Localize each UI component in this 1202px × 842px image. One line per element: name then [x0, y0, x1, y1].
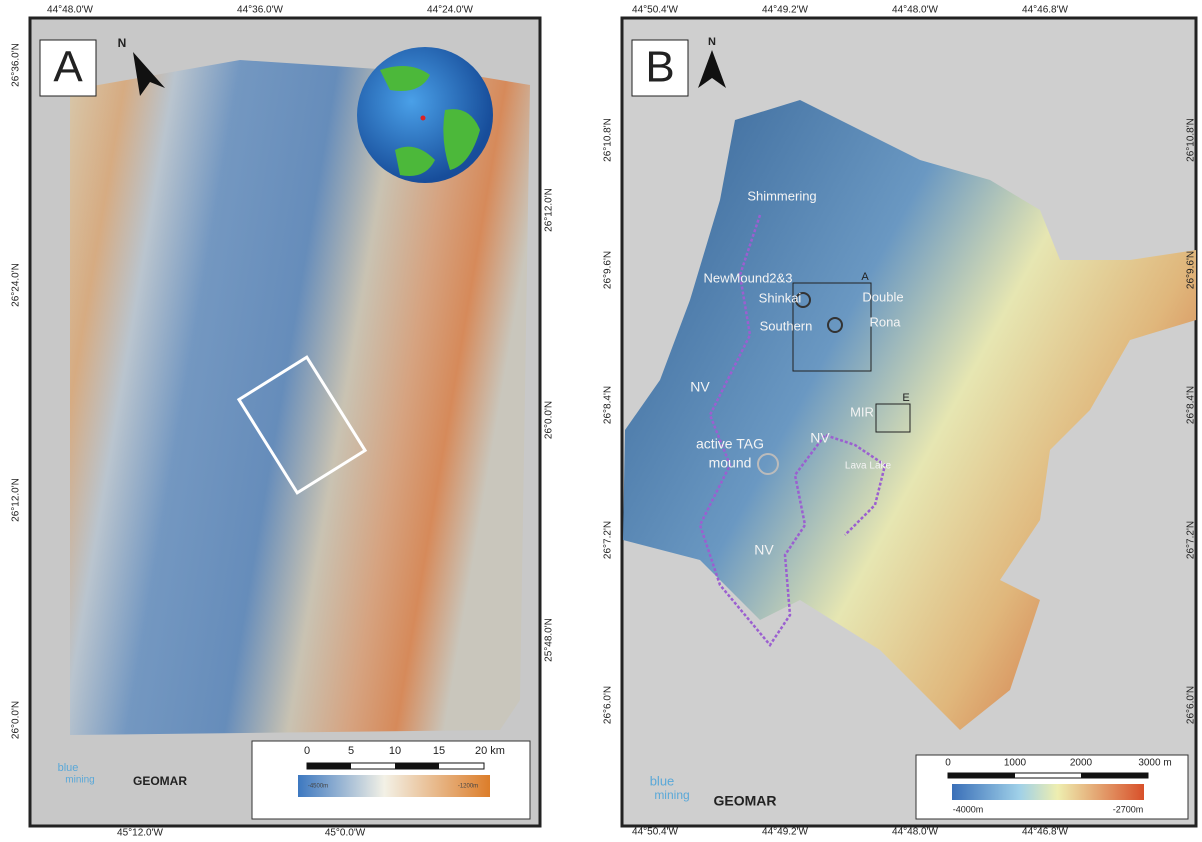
lat-tick: 26°6.0'N	[603, 686, 614, 724]
site-label: active TAG	[696, 436, 764, 452]
lon-tick: 44°24.0'W	[427, 5, 473, 16]
logo: GEOMAR	[714, 793, 777, 809]
lat-tick: 26°9.6'N	[1186, 251, 1197, 289]
logo: mining	[65, 775, 94, 786]
scale-label: 20 km	[475, 745, 505, 757]
site-label: Rona	[869, 314, 901, 329]
lon-tick: 44°48.0'W	[892, 5, 938, 16]
lon-tick: 44°49.2'W	[762, 827, 808, 838]
lat-tick: 26°0.0'N	[11, 701, 22, 739]
site-label: Shimmering	[747, 188, 816, 203]
scale-label: 5	[348, 745, 354, 757]
lat-tick: 26°10.8'N	[1186, 118, 1197, 162]
scale-bar-seg	[395, 763, 439, 769]
colorbar-label: -2700m	[1113, 804, 1144, 814]
lat-tick: 26°7.2'N	[603, 521, 614, 559]
colorbar-label: -4500m	[308, 784, 328, 790]
site-label: A	[861, 271, 869, 283]
scale-bar-seg	[1081, 773, 1148, 778]
lon-tick: 44°48.0'W	[892, 827, 938, 838]
lon-tick: 44°49.2'W	[762, 5, 808, 16]
site-label: NewMound2&3	[704, 270, 793, 285]
site-label: Southern	[760, 318, 813, 333]
logo: mining	[654, 788, 689, 802]
lat-tick: 25°48.0'N	[544, 618, 555, 662]
panel-label: B	[645, 43, 674, 92]
panel-label: A	[53, 43, 83, 92]
site-label: E	[902, 392, 909, 404]
site-label: mound	[709, 455, 752, 471]
logo: GEOMAR	[133, 774, 187, 788]
scale-label: 15	[433, 745, 445, 757]
site-label: Shinkai	[759, 290, 802, 305]
lat-tick: 26°8.4'N	[1186, 386, 1197, 424]
lon-tick: 44°46.8'W	[1022, 5, 1068, 16]
lat-tick: 26°0.0'N	[544, 401, 555, 439]
scale-label: 2000	[1070, 758, 1093, 769]
north-label: N	[708, 36, 716, 48]
lat-tick: 26°24.0'N	[11, 263, 22, 307]
scale-label: 10	[389, 745, 401, 757]
scale-label: 1000	[1004, 758, 1027, 769]
site-label: NV	[690, 379, 710, 395]
figure: A N 44°48.0'W 44°36.0'W 44°24.0'W 26°36.0'N 26…	[0, 0, 1202, 842]
logo: blue	[650, 773, 675, 788]
site-label: MIR	[850, 404, 874, 419]
lon-tick: 44°46.8'W	[1022, 827, 1068, 838]
colorbar-label: -4000m	[953, 804, 984, 814]
lat-tick: 26°12.0'N	[544, 188, 555, 232]
scale-label: 3000 m	[1138, 758, 1171, 769]
lat-tick: 26°9.6'N	[603, 251, 614, 289]
lon-tick: 44°36.0'W	[237, 5, 283, 16]
lon-tick: 44°50.4'W	[632, 827, 678, 838]
site-label: NV	[810, 430, 830, 446]
north-label: N	[118, 36, 127, 50]
scale-label: 0	[304, 745, 310, 757]
site-label: Lava Lake	[845, 461, 892, 472]
site-label: NV	[754, 542, 774, 558]
lat-tick: 26°7.2'N	[1186, 521, 1197, 559]
colorbar	[952, 784, 1144, 800]
lat-tick: 26°10.8'N	[603, 118, 614, 162]
lat-tick: 26°8.4'N	[603, 386, 614, 424]
lon-tick: 44°50.4'W	[632, 5, 678, 16]
scale-bar-seg	[948, 773, 1015, 778]
scale-bar-seg	[307, 763, 351, 769]
lat-tick: 26°12.0'N	[11, 478, 22, 522]
site-marker	[421, 116, 426, 121]
scale-label: 0	[945, 758, 951, 769]
lon-tick: 44°48.0'W	[47, 5, 93, 16]
site-label: Double	[862, 289, 903, 304]
lat-tick: 26°36.0'N	[11, 43, 22, 87]
lat-tick: 26°6.0'N	[1186, 686, 1197, 724]
logo: blue	[58, 762, 79, 774]
lon-tick: 45°0.0'W	[325, 828, 366, 839]
lon-tick: 45°12.0'W	[117, 828, 163, 839]
colorbar-label: -1200m	[458, 784, 478, 790]
